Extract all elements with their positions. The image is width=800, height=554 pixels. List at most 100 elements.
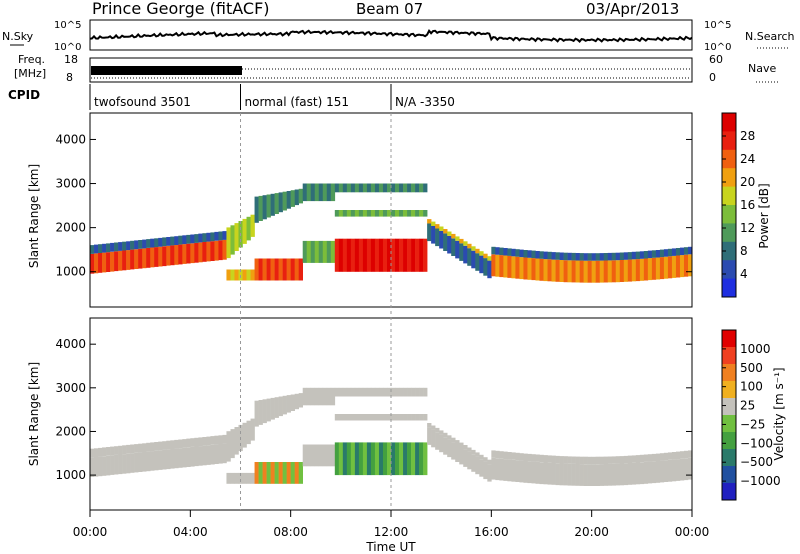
velocity-cell — [447, 439, 452, 458]
velocity-cell — [106, 455, 111, 476]
velocity-cell — [411, 414, 416, 421]
velocity-cell — [539, 454, 544, 463]
velocity-cell — [399, 442, 404, 476]
velocity-cell — [282, 395, 287, 415]
power-cell — [178, 235, 183, 245]
velocity-cell — [679, 458, 685, 481]
nsearch-tick-bottom: 10^0 — [704, 42, 731, 53]
velocity-cell — [354, 414, 360, 421]
power-cell — [423, 238, 428, 272]
velocity-cell — [643, 462, 649, 484]
power-cell — [90, 253, 95, 274]
velocity-cell — [419, 414, 424, 421]
power-cell — [318, 240, 324, 263]
power-cell — [611, 252, 617, 261]
power-colorbar-tick-label: 4 — [740, 267, 748, 281]
power-cell — [391, 183, 396, 193]
velocity-cell — [330, 387, 336, 406]
velocity-cell — [330, 444, 336, 467]
power-cell — [399, 238, 404, 272]
velocity-cell — [130, 453, 135, 473]
velocity-cell — [342, 442, 348, 476]
x-tick-label: 00:00 — [675, 525, 710, 539]
power-cell — [334, 210, 340, 217]
velocity-cell — [234, 427, 239, 455]
velocity-cell — [523, 453, 528, 461]
power-cell — [258, 258, 263, 281]
power-cell — [563, 252, 568, 261]
velocity-cell — [146, 451, 151, 472]
power-cell — [198, 242, 203, 263]
velocity-cell — [407, 414, 412, 421]
power-cell — [266, 258, 271, 281]
power-cell — [174, 245, 179, 265]
velocity-cell — [579, 464, 584, 486]
velocity-cell — [687, 457, 693, 480]
power-cell — [527, 257, 532, 280]
power-cell — [419, 238, 424, 272]
velocity-cell — [671, 452, 677, 460]
velocity-cell — [415, 442, 420, 476]
velocity-cell — [158, 450, 163, 470]
power-cell — [146, 248, 151, 268]
velocity-cell — [334, 387, 340, 397]
velocity-cell — [587, 464, 592, 486]
power-cell — [567, 252, 572, 261]
velocity-cell — [495, 450, 500, 459]
power-cell — [286, 191, 291, 209]
velocity-cell — [362, 442, 368, 476]
power-cell — [623, 259, 629, 282]
power-cell — [603, 253, 609, 261]
velocity-cell — [178, 448, 183, 468]
velocity-cell — [206, 436, 211, 446]
velocity-cell — [382, 442, 388, 476]
velocity-cell — [611, 456, 617, 464]
power-cell — [322, 240, 328, 263]
velocity-ylabel: Slant Range [km] — [27, 362, 41, 466]
power-cell — [154, 238, 159, 248]
velocity-cell — [246, 420, 251, 445]
power-cell — [222, 239, 227, 260]
velocity-cell — [455, 440, 460, 445]
velocity-cell — [386, 387, 392, 397]
velocity-cell — [214, 435, 219, 445]
freq-tick-bottom: 8 — [66, 71, 73, 84]
power-cell — [102, 252, 107, 273]
power-cell — [118, 250, 123, 271]
power-cell — [302, 183, 308, 202]
velocity-cell — [138, 443, 143, 453]
velocity-cell — [475, 452, 480, 457]
power-cell — [370, 238, 376, 272]
velocity-cell — [230, 429, 235, 459]
velocity-cell — [595, 456, 600, 465]
power-cell — [98, 253, 103, 273]
time-axis: 00:00 04:00 08:00 12:00 16:00 20:00 00:00 — [73, 113, 710, 539]
power-cell — [399, 183, 404, 193]
freq-bar — [91, 66, 242, 75]
power-cell — [399, 210, 404, 217]
velocity-cell — [206, 445, 211, 465]
power-cell — [551, 252, 556, 260]
velocity-cell — [322, 444, 328, 467]
power-cell — [403, 183, 408, 193]
velocity-cell — [222, 434, 227, 444]
power-cell — [643, 251, 649, 259]
velocity-ytick-label: 4000 — [55, 337, 86, 351]
velocity-cell — [290, 462, 295, 484]
power-cell — [519, 249, 524, 258]
power-cell — [555, 259, 560, 282]
velocity-cell — [298, 393, 303, 408]
velocity-cell — [182, 439, 187, 448]
power-cell — [439, 230, 444, 249]
velocity-cell — [507, 452, 512, 460]
power-cell — [210, 232, 215, 242]
velocity-cell — [443, 432, 448, 438]
power-cell — [354, 210, 360, 217]
velocity-colorbar-tick-label: 1000 — [740, 342, 771, 356]
nsky-tick-top: 10^5 — [54, 20, 81, 31]
velocity-cell — [639, 462, 645, 485]
velocity-cell — [675, 451, 681, 459]
power-cell — [551, 259, 556, 282]
x-tick-label: 08:00 — [273, 525, 308, 539]
power-cell — [234, 223, 239, 251]
